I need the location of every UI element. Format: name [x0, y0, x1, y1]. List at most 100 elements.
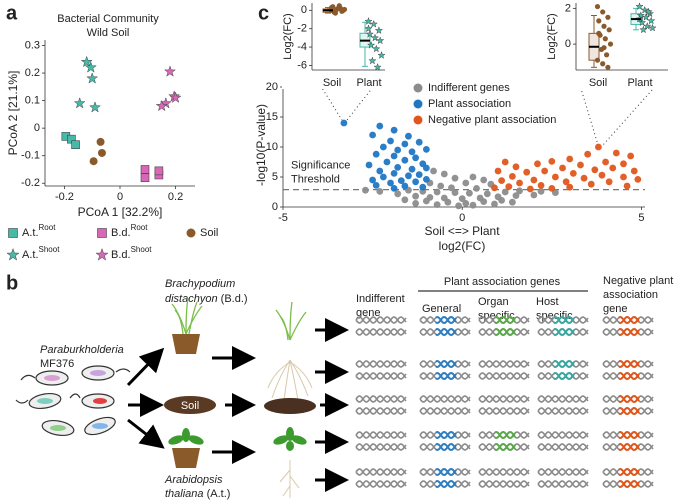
- soil-label: Soil: [181, 400, 199, 412]
- helix-strand: [355, 316, 407, 324]
- circle-marker: [600, 9, 606, 15]
- circle-marker: [462, 200, 470, 207]
- helix-highlight: [618, 371, 640, 381]
- square-marker: [140, 165, 150, 174]
- column-header: Negative plant: [603, 275, 673, 287]
- circle-marker: [394, 164, 402, 171]
- circle-marker: [412, 200, 420, 207]
- star-marker: [364, 24, 373, 33]
- star-marker: [372, 44, 381, 53]
- helix-strand: [537, 468, 589, 476]
- star-marker: [6, 247, 20, 261]
- abbr-label: (B.d.): [221, 293, 248, 305]
- helix-strand: [419, 395, 471, 403]
- helix-strand: [537, 407, 589, 415]
- circle-marker: [397, 177, 405, 185]
- x-axis-sublabel: Soil <=> Plant: [424, 224, 500, 238]
- helix-highlight: [618, 430, 640, 440]
- helix-highlight: [435, 442, 457, 452]
- y-tick-label: 0: [301, 4, 307, 16]
- helix-strand: [355, 395, 407, 403]
- helix-highlight: [435, 467, 457, 477]
- helix-highlight: [494, 430, 516, 440]
- y-tick-label: 0: [34, 122, 40, 134]
- circle-marker: [448, 184, 455, 192]
- circle-marker: [541, 167, 549, 175]
- x-tick-label: 0: [459, 212, 465, 224]
- helix-highlight: [553, 327, 575, 337]
- circle-marker: [412, 154, 420, 162]
- circle-marker: [437, 182, 445, 190]
- circle-marker: [591, 166, 599, 174]
- star-marker: [95, 247, 109, 261]
- helix-highlight: [435, 479, 457, 489]
- circle-marker: [469, 173, 477, 181]
- circle-marker: [480, 176, 488, 184]
- x-tick-label: 5: [638, 212, 644, 224]
- circle-marker: [606, 27, 612, 33]
- circle-marker: [498, 177, 506, 185]
- helix-highlight: [494, 442, 516, 452]
- square-marker: [8, 228, 18, 238]
- helix-highlight: [494, 315, 516, 325]
- threshold-label: Significance: [291, 160, 350, 172]
- star-marker: [635, 2, 644, 11]
- circle-marker: [605, 64, 611, 70]
- y-tick-label: 0.1: [25, 95, 40, 107]
- circle-marker: [451, 174, 459, 182]
- circle-marker: [566, 183, 574, 191]
- x-tick-label: -0.2: [55, 191, 74, 203]
- star-marker: [648, 23, 657, 32]
- circle-marker: [390, 170, 398, 177]
- star-marker: [640, 5, 649, 14]
- circle-marker: [440, 170, 448, 178]
- x-tick-label: Plant: [627, 77, 652, 89]
- circle-marker: [508, 173, 516, 180]
- column-header: gene: [603, 303, 627, 315]
- legend-entry: A.t.Root: [22, 223, 56, 239]
- star-marker: [163, 65, 177, 77]
- circle-marker: [422, 164, 430, 172]
- gene-helices: [355, 315, 654, 489]
- circle-marker: [548, 185, 556, 192]
- y-axis-label: PCoA 2 [21.1%]: [6, 71, 20, 156]
- star-marker: [155, 99, 168, 112]
- column-header: association: [603, 289, 658, 301]
- helix-highlight: [435, 315, 457, 325]
- circle-marker: [365, 161, 373, 169]
- circle-marker: [341, 6, 348, 13]
- helix-highlight: [618, 359, 640, 369]
- panel-label: b: [6, 272, 18, 294]
- circle-marker: [594, 57, 601, 63]
- diagram: Brachypodium distachyon (B.d.) Paraburkh…: [15, 275, 673, 500]
- circle-marker: [501, 158, 509, 166]
- circle-marker: [512, 192, 520, 200]
- square-marker: [71, 140, 80, 149]
- arrows: [126, 318, 349, 492]
- x-tick-label: 0: [117, 191, 123, 203]
- helix-strand: [355, 372, 407, 380]
- circle-marker: [369, 176, 377, 184]
- star-marker: [643, 21, 652, 30]
- circle-marker: [604, 52, 610, 58]
- circle-marker: [491, 200, 498, 208]
- star-marker: [80, 55, 93, 68]
- circle-marker: [376, 122, 384, 130]
- circle-marker: [405, 172, 412, 180]
- circle-marker: [602, 158, 609, 166]
- column-header: Indifferent: [356, 293, 405, 305]
- helix-highlight: [494, 315, 516, 325]
- helix-strand: [537, 443, 589, 451]
- circle-marker: [444, 198, 452, 206]
- circle-marker: [376, 167, 384, 175]
- circle-marker: [559, 164, 566, 172]
- circle-marker: [362, 186, 369, 194]
- circle-marker: [516, 179, 523, 187]
- helix-highlight: [553, 315, 575, 325]
- helix-strand: [355, 360, 407, 368]
- circle-marker: [332, 10, 338, 16]
- circle-marker: [609, 164, 617, 172]
- column-header: General: [422, 303, 461, 315]
- panel-label: a: [6, 2, 18, 24]
